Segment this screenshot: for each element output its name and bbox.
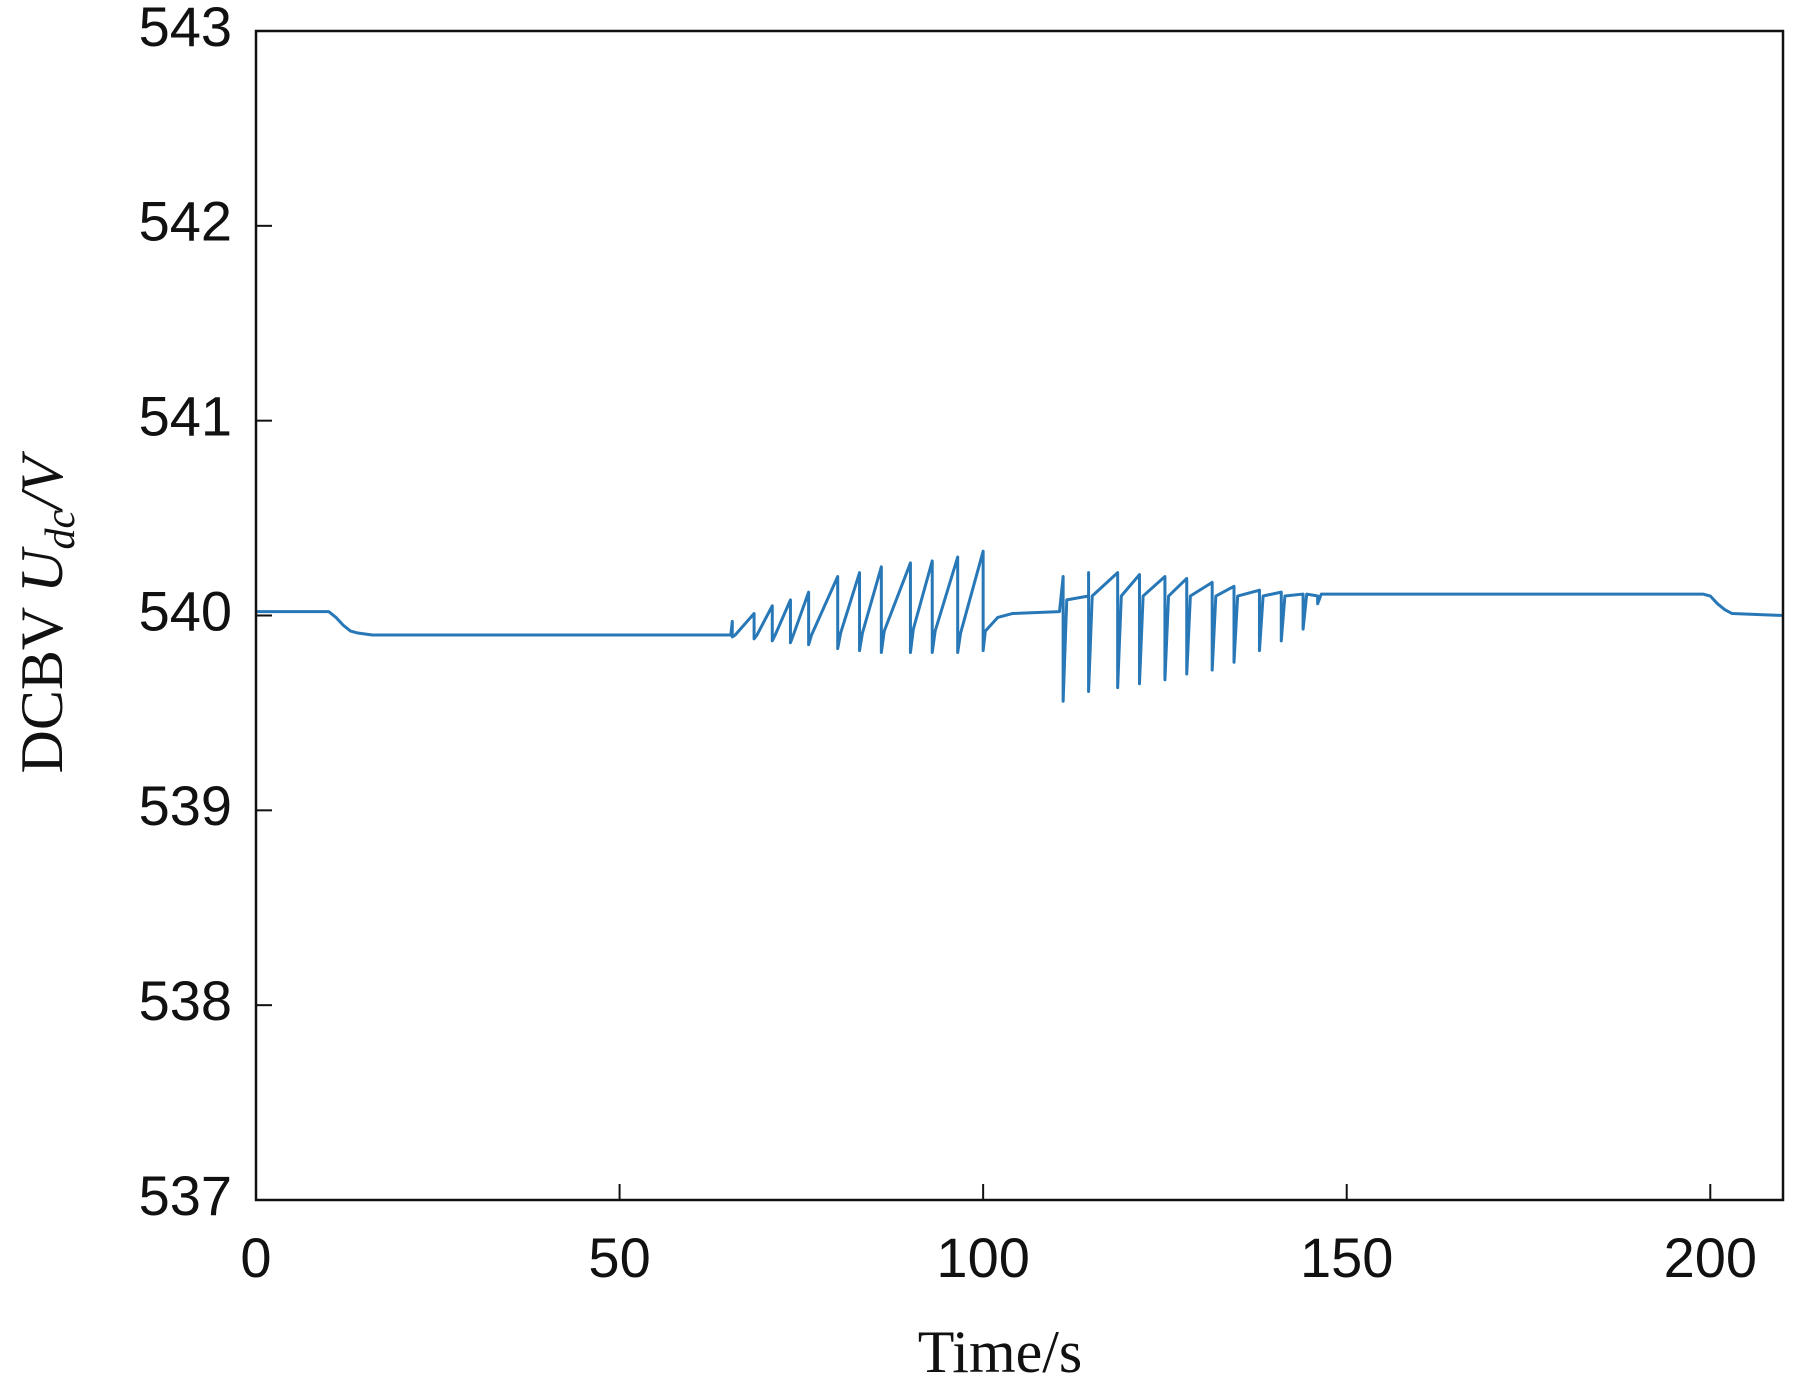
y-tick-label: 542 [139,190,232,253]
y-tick-label: 539 [139,774,232,837]
x-tick-label: 100 [936,1226,1029,1289]
y-tick-label: 541 [139,384,232,447]
y-tick-label: 537 [139,1164,232,1227]
x-tick-label: 0 [240,1226,271,1289]
y-label-unit: /V [9,450,75,513]
y-axis-label: DCBV Udc/V [9,450,84,773]
plot-frame [254,29,1785,1202]
data-line [256,549,1784,703]
x-axis-label: Time/s [918,1319,1083,1385]
y-label-symbol: U [9,546,75,593]
y-tick-label: 543 [139,0,232,58]
x-tick-label: 50 [588,1226,650,1289]
y-tick-label: 540 [139,579,232,642]
y-label-text: DCBV [9,593,75,774]
x-tick-label: 200 [1664,1226,1757,1289]
y-label-subscript: dc [38,510,84,550]
y-tick-label: 538 [139,969,232,1032]
x-tick-label: 150 [1300,1226,1393,1289]
